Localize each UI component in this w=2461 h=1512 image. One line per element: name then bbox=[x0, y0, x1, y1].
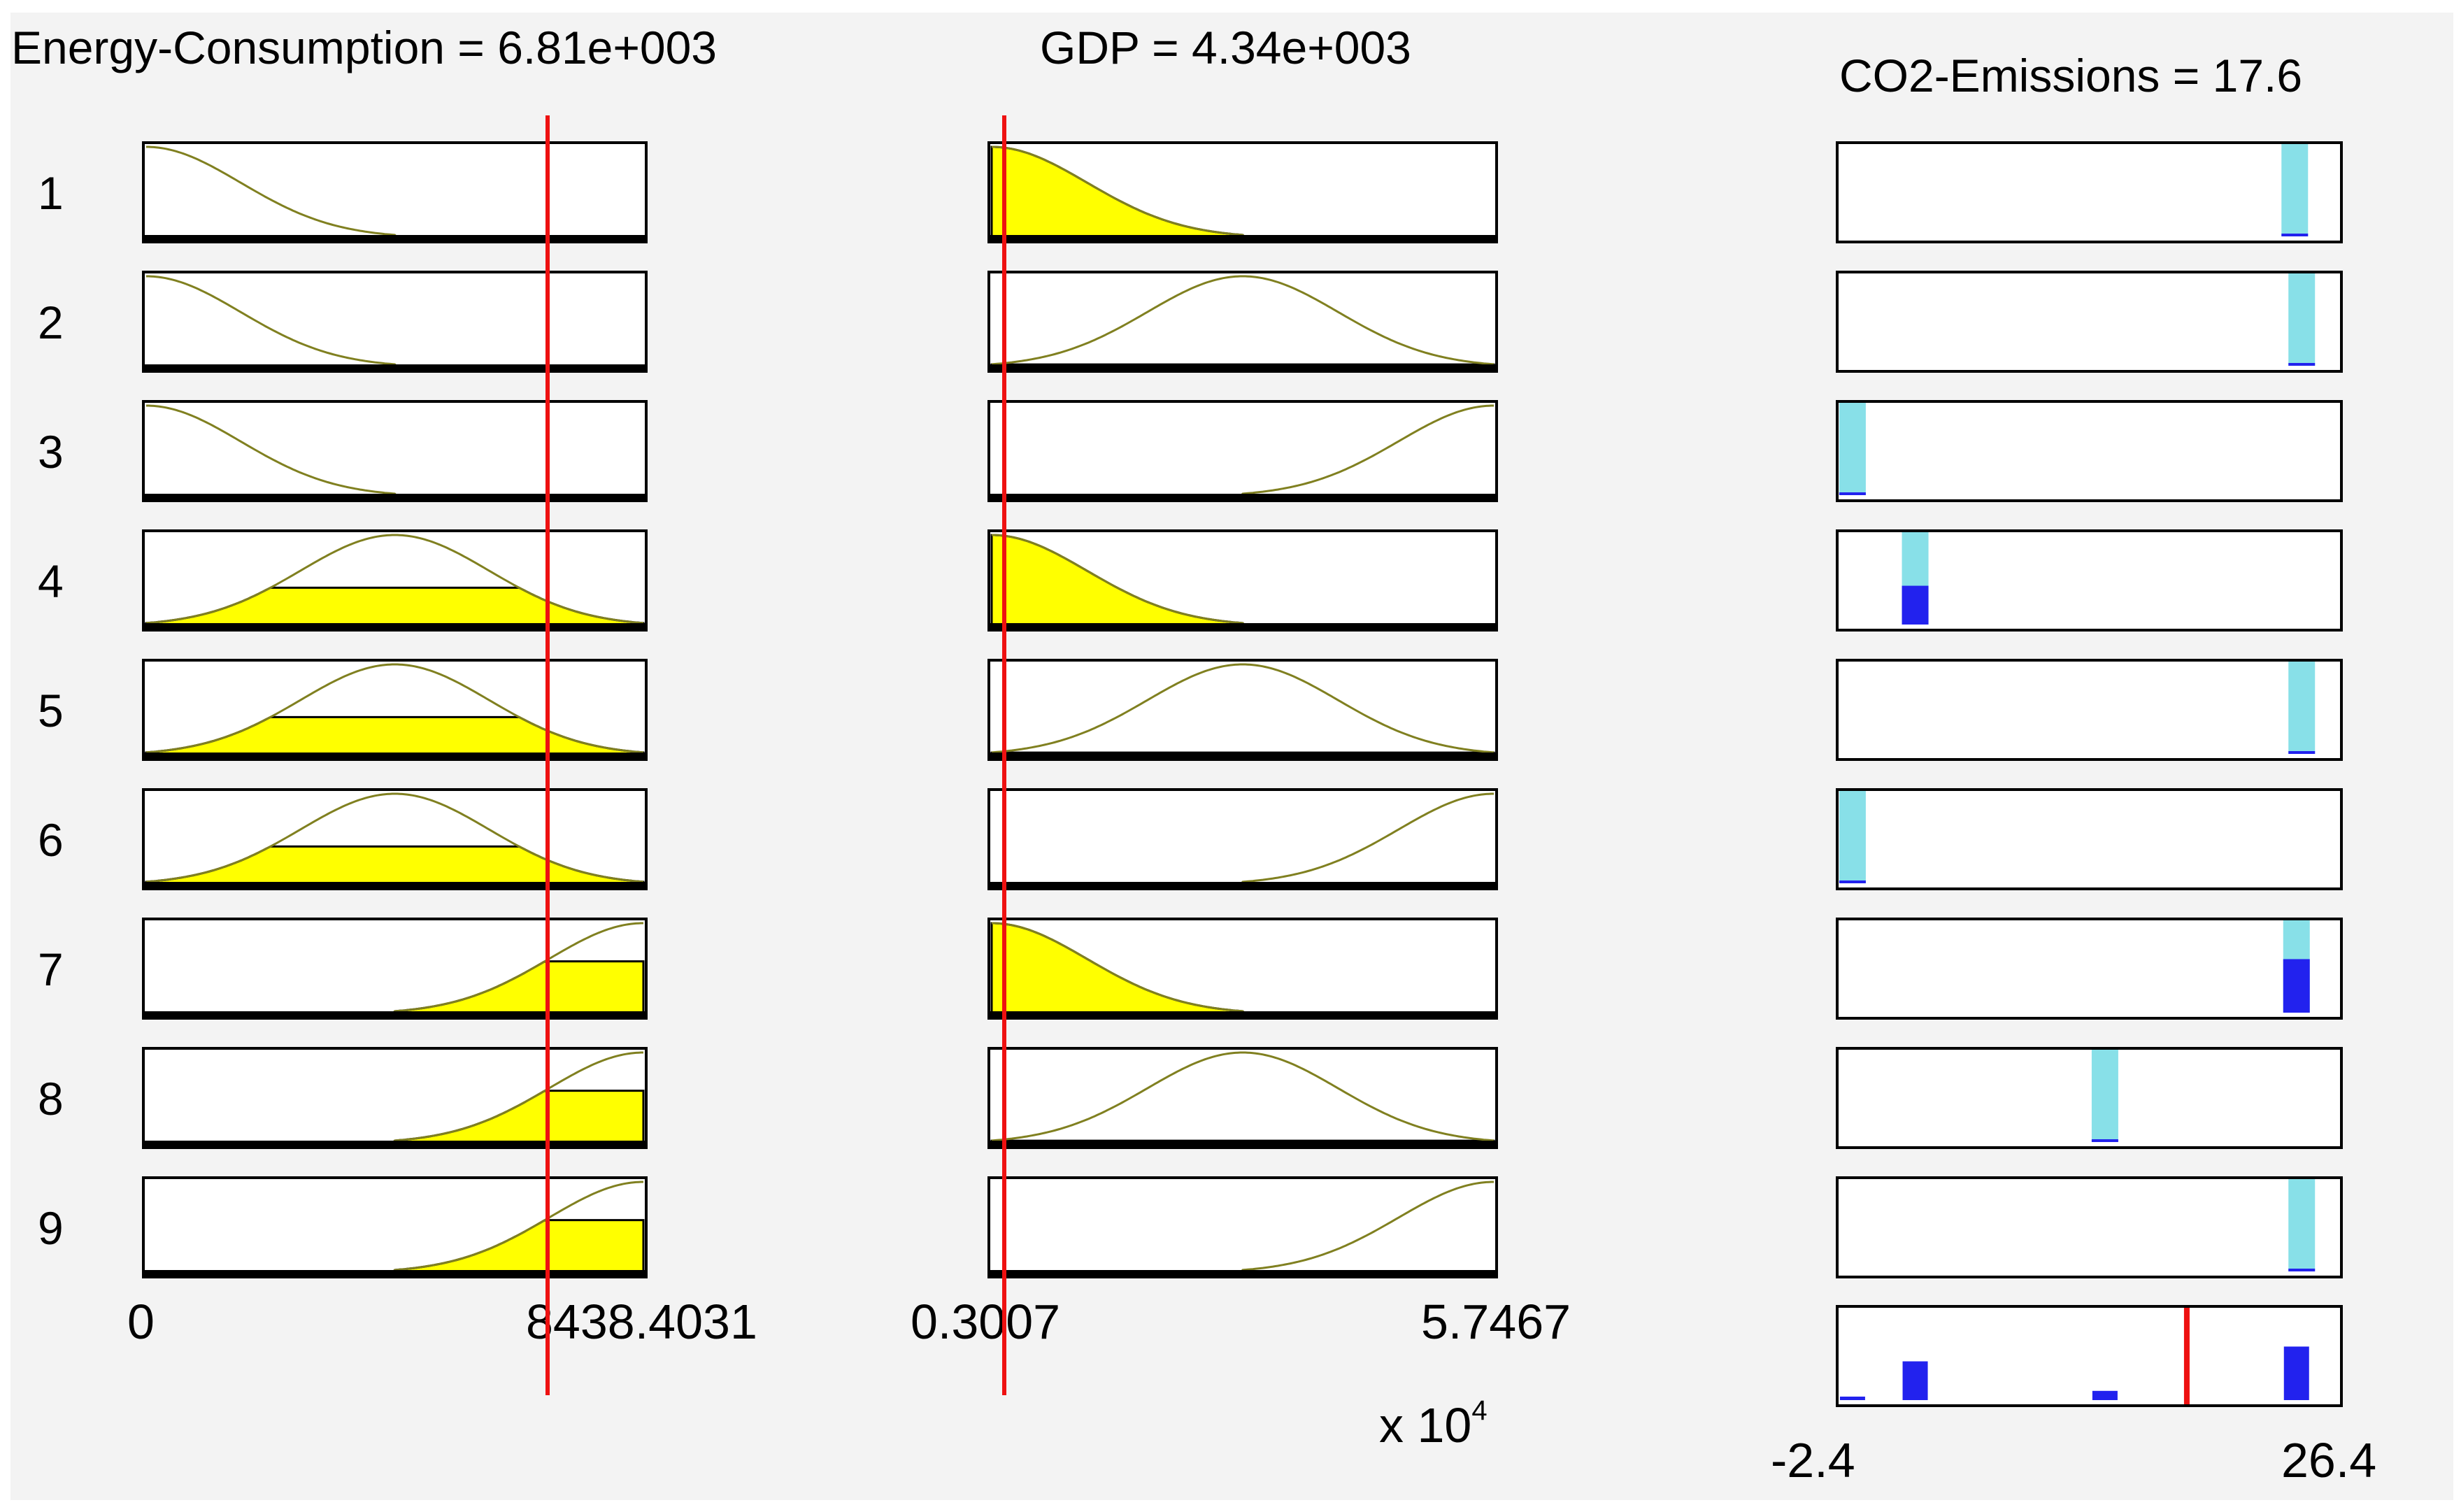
gdp-mf-plot bbox=[987, 788, 1498, 890]
gdp-axis-scale-exponent: 4 bbox=[1471, 1395, 1488, 1426]
co2-output-indicator bbox=[2183, 1308, 2190, 1404]
gdp-mf-plot bbox=[987, 141, 1498, 243]
co2-rule-consequent bbox=[2091, 1050, 2118, 1142]
energy-input-slider[interactable] bbox=[545, 115, 550, 1395]
rule-number: 3 bbox=[38, 426, 64, 478]
co2-output-plot bbox=[1836, 271, 2343, 373]
gdp-mf-plot bbox=[987, 659, 1498, 761]
energy-mf-plot bbox=[142, 788, 648, 890]
co2-rule-strength bbox=[2288, 1269, 2316, 1271]
rule-number: 5 bbox=[38, 685, 64, 736]
co2-rule-consequent bbox=[1839, 791, 1866, 883]
energy-mf-plot bbox=[142, 400, 648, 502]
gdp-mf-plot bbox=[987, 918, 1498, 1020]
co2-rule-strength bbox=[2288, 751, 2316, 754]
gdp-header: GDP = 4.34e+003 bbox=[1040, 22, 1411, 73]
co2-output-plot bbox=[1836, 918, 2343, 1020]
gdp-axis-scale: x 104 bbox=[1379, 1395, 1488, 1453]
co2-aggregate-bar bbox=[1902, 1361, 1928, 1400]
gdp-mf-plot bbox=[987, 529, 1498, 632]
rule-number: 9 bbox=[38, 1202, 64, 1254]
rule-number: 8 bbox=[38, 1073, 64, 1125]
energy-mf-plot bbox=[142, 1047, 648, 1149]
co2-rule-strength bbox=[1839, 880, 1866, 883]
co2-rule-strength bbox=[2281, 234, 2309, 236]
co2-axis-min: -2.4 bbox=[1771, 1433, 1855, 1488]
co2-rule-strength bbox=[1902, 585, 1929, 625]
gdp-mf-plot bbox=[987, 271, 1498, 373]
co2-output-plot bbox=[1836, 400, 2343, 502]
energy-mf-plot bbox=[142, 1176, 648, 1278]
gdp-mf-plot bbox=[987, 1047, 1498, 1149]
rule-number: 4 bbox=[38, 555, 64, 607]
co2-output-plot bbox=[1836, 1176, 2343, 1278]
co2-rule-strength bbox=[1839, 492, 1866, 495]
energy-header: Energy-Consumption = 6.81e+003 bbox=[11, 22, 718, 73]
co2-rule-consequent bbox=[2288, 662, 2316, 754]
energy-mf-plot bbox=[142, 529, 648, 632]
co2-output-plot bbox=[1836, 788, 2343, 890]
rule-number: 7 bbox=[38, 943, 64, 995]
co2-header: CO2-Emissions = 17.6 bbox=[1839, 50, 2303, 101]
gdp-axis-max: 5.7467 bbox=[1421, 1295, 1571, 1349]
co2-rule-strength bbox=[2091, 1139, 2118, 1142]
co2-aggregate-bar bbox=[2092, 1390, 2118, 1400]
energy-axis-min: 0 bbox=[127, 1295, 155, 1349]
gdp-axis-min: 0.3007 bbox=[911, 1295, 1061, 1349]
co2-rule-consequent bbox=[2281, 144, 2309, 236]
co2-aggregate-bar bbox=[2283, 1346, 2309, 1400]
energy-mf-plot bbox=[142, 271, 648, 373]
co2-rule-strength bbox=[2288, 363, 2316, 366]
co2-rule-consequent bbox=[1839, 403, 1866, 495]
co2-output-plot bbox=[1836, 141, 2343, 243]
co2-aggregate-bar bbox=[1839, 1397, 1865, 1400]
gdp-mf-plot bbox=[987, 400, 1498, 502]
rule-number: 1 bbox=[38, 167, 64, 219]
rule-number: 6 bbox=[38, 814, 64, 866]
energy-mf-plot bbox=[142, 141, 648, 243]
co2-axis-max: 26.4 bbox=[2281, 1433, 2377, 1488]
co2-output-plot bbox=[1836, 1047, 2343, 1149]
energy-mf-plot bbox=[142, 659, 648, 761]
co2-output-plot bbox=[1836, 529, 2343, 632]
rule-number: 2 bbox=[38, 297, 64, 348]
co2-rule-consequent bbox=[2288, 1179, 2316, 1271]
co2-rule-strength bbox=[2283, 959, 2310, 1013]
energy-mf-plot bbox=[142, 918, 648, 1020]
co2-rule-consequent bbox=[2288, 273, 2316, 366]
co2-aggregate-plot bbox=[1836, 1305, 2343, 1407]
energy-axis-max: 8438.4031 bbox=[526, 1295, 757, 1349]
co2-output-plot bbox=[1836, 659, 2343, 761]
gdp-mf-plot bbox=[987, 1176, 1498, 1278]
gdp-input-slider[interactable] bbox=[1001, 115, 1006, 1395]
